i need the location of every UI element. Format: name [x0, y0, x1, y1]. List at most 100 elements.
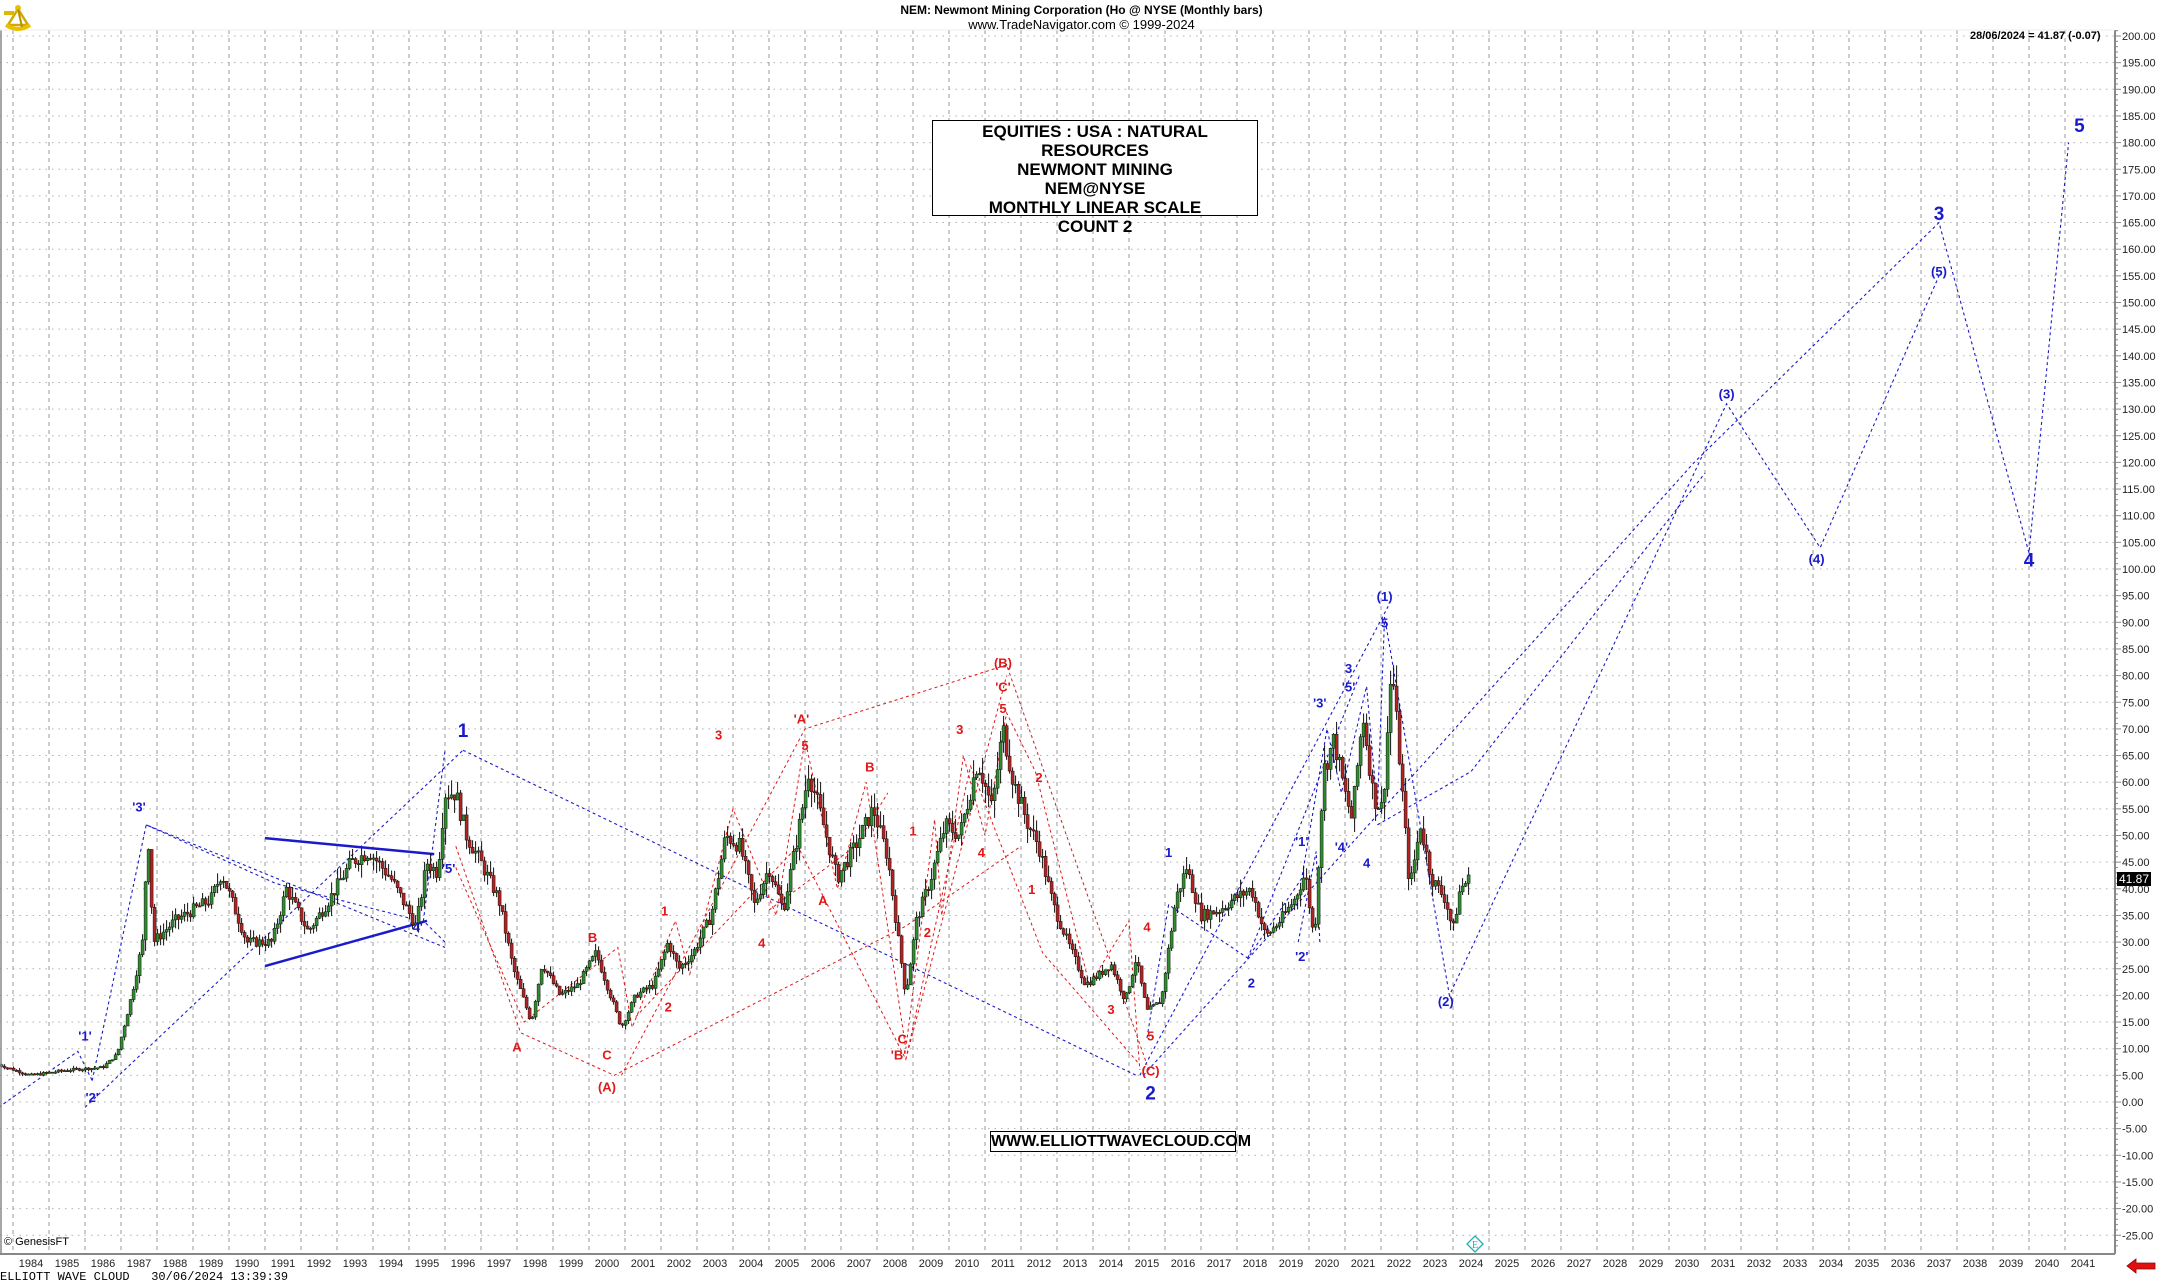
sextant-icon[interactable]	[2, 3, 34, 31]
price-tick-label: 35.00	[2122, 910, 2150, 922]
e-diamond-icon[interactable]: E	[1466, 1235, 1484, 1253]
wave-label: 5	[1147, 1029, 1154, 1044]
year-tick-label: 1986	[91, 1258, 115, 1270]
wave-label: 3	[1934, 204, 1945, 225]
wave-label: '2'	[1295, 949, 1308, 964]
chart-subtitle: www.TradeNavigator.com © 1999-2024	[968, 17, 1195, 32]
wave-label: '3'	[132, 800, 145, 815]
year-tick-label: 1991	[271, 1258, 295, 1270]
year-tick-label: 1995	[415, 1258, 439, 1270]
wave-labels: '1''2''3''4''5'1ABC(A)1234'A'5AB12C'B'34…	[78, 116, 2085, 1105]
price-tick-label: 75.00	[2122, 697, 2150, 709]
wave-label: '2'	[85, 1090, 98, 1105]
wave-label: (A)	[598, 1079, 616, 1094]
price-tick-label: 190.00	[2122, 84, 2156, 96]
year-tick-label: 2041	[2071, 1258, 2095, 1270]
year-tick-label: 2025	[1495, 1258, 1519, 1270]
wave-label: '4'	[409, 919, 422, 934]
info-line: NEWMONT MINING	[1017, 160, 1173, 179]
blue-wave-projections	[0, 142, 2070, 1108]
price-tick-label: 95.00	[2122, 591, 2150, 603]
wave-label: 1	[909, 824, 916, 839]
red-left-arrow-icon[interactable]	[2126, 1258, 2156, 1274]
wave-label: B	[865, 760, 874, 775]
price-tick-label: 0.00	[2122, 1097, 2143, 1109]
price-tick-label: 90.00	[2122, 617, 2150, 629]
wave-label: 3	[956, 722, 963, 737]
wave-label: C	[602, 1047, 612, 1062]
year-tick-label: 2021	[1351, 1258, 1375, 1270]
info-line: NEM@NYSE	[1044, 179, 1146, 198]
price-tick-label: 115.00	[2122, 484, 2155, 496]
website-label: WWW.ELLIOTTWAVECLOUD.COM	[990, 1131, 1252, 1152]
price-tick-label: 155.00	[2122, 271, 2156, 283]
wave-label: 3	[715, 728, 722, 743]
time-axis[interactable]: 1984 1985 1986 1987 1988 1989 1990 1991 1992 1993…	[19, 1258, 2095, 1270]
price-tick-label: 165.00	[2122, 218, 2156, 230]
price-tick-label: 135.00	[2122, 377, 2156, 389]
wave-label: 4	[978, 845, 986, 860]
current-price-tag: 41.87	[2117, 872, 2152, 886]
chart-title: NEM: Newmont Mining Corporation (Ho @ NY…	[900, 3, 1263, 17]
wave-label: 3	[1345, 661, 1352, 676]
wave-label: 1	[1028, 882, 1035, 897]
price-tick-label: 65.00	[2122, 751, 2150, 763]
wave-label: '1'	[1295, 834, 1308, 849]
wave-label: A	[512, 1039, 522, 1054]
price-axis[interactable]: 200.00 195.00 190.00 185.00 180.00 175.00 170.…	[2122, 31, 2156, 1242]
year-tick-label: 1987	[127, 1258, 151, 1270]
year-tick-label: 2030	[1675, 1258, 1699, 1270]
year-tick-label: 2016	[1171, 1258, 1195, 1270]
wave-label: '5'	[442, 861, 455, 876]
price-tick-label: 130.00	[2122, 404, 2156, 416]
year-tick-label: 2032	[1747, 1258, 1771, 1270]
wave-label: 5	[999, 701, 1006, 716]
year-tick-label: 2006	[811, 1258, 835, 1270]
wave-label: 1	[458, 721, 469, 742]
year-tick-label: 2001	[631, 1258, 655, 1270]
year-tick-label: 2031	[1711, 1258, 1735, 1270]
wave-label: (5)	[1931, 264, 1947, 279]
price-tick-label: 100.00	[2122, 564, 2156, 576]
wave-label: 5	[2074, 116, 2085, 137]
year-tick-label: 2013	[1063, 1258, 1087, 1270]
price-tick-label: 180.00	[2122, 138, 2156, 150]
wave-label: (1)	[1377, 589, 1393, 604]
year-tick-label: 2026	[1531, 1258, 1555, 1270]
wave-label: C	[898, 1031, 908, 1046]
svg-text:E: E	[1472, 1240, 1478, 1251]
wave-label: (C)	[1142, 1063, 1160, 1078]
year-tick-label: 1988	[163, 1258, 187, 1270]
copyright-label: © GenesisFT	[4, 1236, 69, 1248]
wave-label: 4	[1363, 855, 1371, 870]
year-tick-label: 1990	[235, 1258, 259, 1270]
year-tick-label: 2003	[703, 1258, 727, 1270]
year-tick-label: 2012	[1027, 1258, 1051, 1270]
year-tick-label: 1999	[559, 1258, 583, 1270]
year-tick-label: 2004	[739, 1258, 763, 1270]
year-tick-label: 2037	[1927, 1258, 1951, 1270]
info-box: EQUITIES : USA : NATURAL RESOURCES NEWMO…	[932, 120, 1258, 236]
wave-label: 'A'	[794, 712, 810, 727]
year-tick-label: 1989	[199, 1258, 223, 1270]
year-tick-label: 2019	[1279, 1258, 1303, 1270]
price-tick-label: 45.00	[2122, 857, 2150, 869]
year-tick-label: 2005	[775, 1258, 799, 1270]
year-tick-label: 2011	[991, 1258, 1015, 1270]
price-tick-label: 200.00	[2122, 31, 2156, 43]
price-tick-label: 125.00	[2122, 431, 2156, 443]
price-tick-label: 110.00	[2122, 511, 2155, 523]
year-tick-label: 1992	[307, 1258, 331, 1270]
wave-label: '4'	[1335, 839, 1348, 854]
price-tick-label: 10.00	[2122, 1044, 2150, 1056]
price-tick-label: -20.00	[2122, 1204, 2153, 1216]
year-tick-label: 1984	[19, 1258, 43, 1270]
price-tick-label: 25.00	[2122, 964, 2150, 976]
year-tick-label: 2002	[667, 1258, 691, 1270]
price-tick-label: -15.00	[2122, 1177, 2153, 1189]
axes	[0, 29, 2121, 1255]
wave-label: 4	[2024, 550, 2035, 571]
price-tick-label: 120.00	[2122, 457, 2156, 469]
triangle-trendlines	[264, 836, 435, 968]
